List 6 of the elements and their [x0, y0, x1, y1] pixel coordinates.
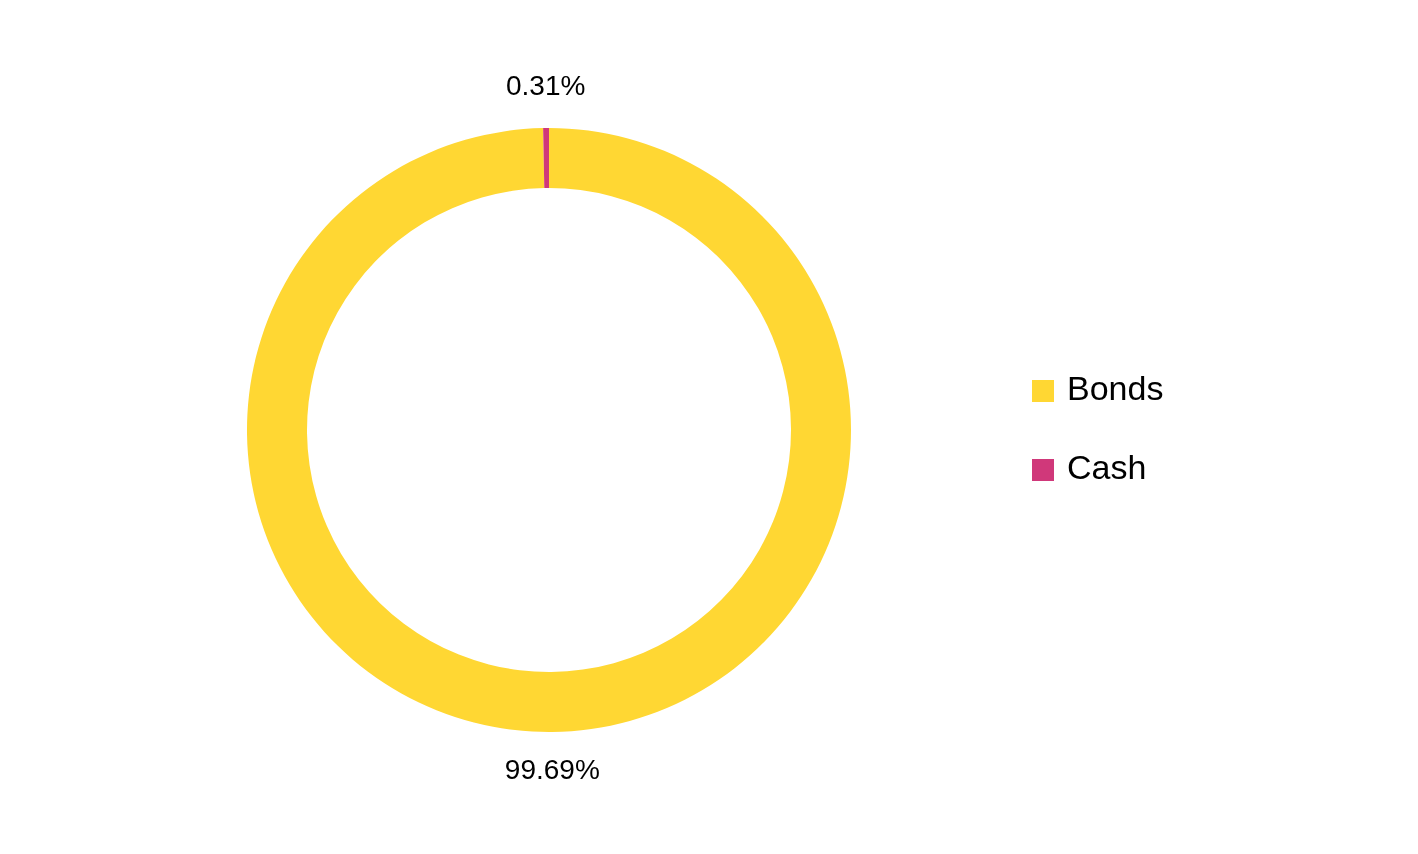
data-label: 99.69% [504, 754, 600, 786]
data-label: 0.31% [505, 70, 586, 102]
legend-label: Cash [1067, 447, 1147, 486]
donut-slice [543, 128, 549, 189]
legend-label: Bonds [1067, 368, 1164, 407]
donut-slice [247, 128, 851, 732]
